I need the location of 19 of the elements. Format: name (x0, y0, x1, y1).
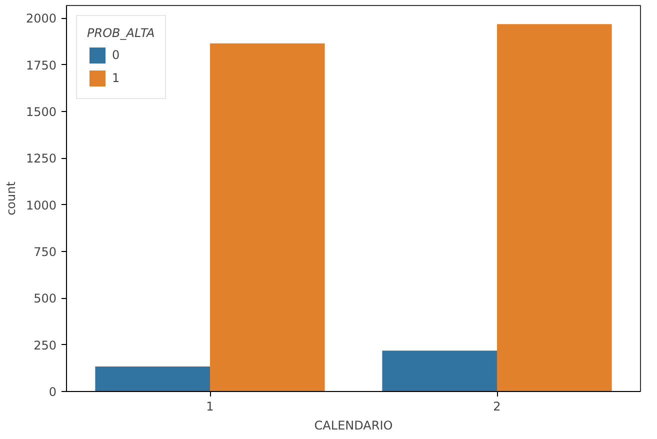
bar (95, 366, 210, 392)
y-tick-label: 250 (34, 338, 56, 352)
y-tick-label: 500 (34, 292, 56, 306)
bar (382, 350, 497, 392)
y-tick-label: 2000 (26, 12, 57, 26)
bar (497, 24, 612, 392)
y-tick-label: 750 (34, 245, 56, 260)
y-tick-label: 1750 (26, 58, 57, 72)
x-axis-title: CALENDARIO (314, 418, 393, 432)
x-tick-label: 2 (493, 400, 501, 414)
y-tick-label: 1000 (26, 198, 57, 212)
legend-title: PROB_ALTA (87, 26, 155, 40)
y-tick-label: 1500 (26, 105, 57, 120)
y-tick-label: 0 (48, 385, 57, 399)
legend-label: 0 (112, 48, 121, 62)
y-axis-title: count (4, 181, 18, 216)
y-tick-label: 1250 (26, 152, 57, 166)
bar (210, 43, 325, 392)
legend-label: 1 (112, 71, 121, 85)
